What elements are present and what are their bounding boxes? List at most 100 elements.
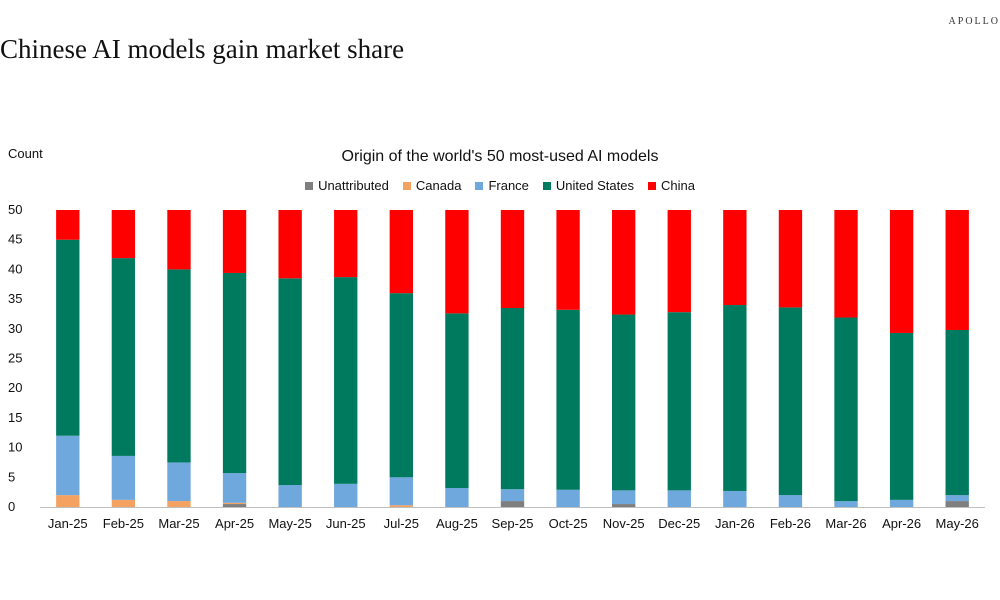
y-tick-label: 0 — [8, 499, 15, 514]
bar-segment-china — [945, 210, 969, 330]
x-tick-label: Jan-25 — [48, 516, 88, 531]
page-title: Chinese AI models gain market share — [0, 34, 405, 64]
bar-segment-china — [889, 210, 914, 333]
bar-segment-united-states — [723, 305, 747, 491]
legend-label-china: China — [660, 178, 695, 193]
legend-item-unattributed: Unattributed — [305, 178, 389, 193]
bar-segment-china — [667, 210, 691, 313]
x-tick-label: Aug-25 — [436, 516, 478, 531]
legend-swatch-canada — [402, 181, 411, 190]
bar-segment-france — [556, 489, 580, 507]
bar-segment-france — [334, 483, 358, 507]
bar-segment-china — [56, 210, 80, 240]
y-tick-label: 15 — [8, 410, 22, 425]
y-tick-label: 35 — [8, 291, 22, 306]
legend-swatch-unattributed — [305, 181, 314, 190]
bar-segment-france — [278, 485, 302, 507]
bar-segment-canada — [111, 499, 136, 507]
bar-segment-china — [778, 210, 803, 308]
chart-title: Origin of the world's 50 most-used AI mo… — [341, 148, 659, 165]
x-tick-label: Nov-25 — [603, 516, 645, 531]
bar-segment-china — [445, 210, 469, 314]
bar-segment-united-states — [889, 332, 914, 500]
y-tick-label: 25 — [8, 351, 22, 366]
bar-segment-china — [556, 210, 580, 310]
bar-segment-unattributed — [945, 501, 969, 507]
x-tick-label: May-26 — [936, 516, 979, 531]
bar-segment-united-states — [334, 277, 358, 484]
legend-label-united-states: United States — [555, 178, 634, 193]
x-tick-label: Mar-26 — [825, 516, 866, 531]
bar-segment-unattributed — [500, 501, 525, 507]
bar-segment-united-states — [945, 329, 969, 496]
bar-segment-united-states — [556, 309, 580, 490]
brand-logo-text: APOLLO — [948, 16, 1000, 27]
bar-segment-france — [389, 477, 413, 506]
bar-segment-china — [111, 210, 136, 259]
bar-segment-united-states — [778, 307, 803, 496]
x-tick-label: Apr-26 — [882, 516, 921, 531]
bar-segment-unattributed — [222, 504, 247, 507]
bar-segment-united-states — [667, 312, 691, 491]
legend-item-canada: Canada — [402, 178, 462, 193]
bar-segment-canada — [167, 501, 191, 507]
bar-segment-china — [278, 210, 302, 279]
bar-segment-france — [945, 495, 969, 502]
bar-segment-china — [389, 210, 413, 294]
y-tick-label: 50 — [8, 202, 22, 217]
legend-swatch-china — [647, 181, 656, 190]
x-tick-label: Mar-25 — [158, 516, 199, 531]
legend-item-united-states: United States — [542, 178, 634, 193]
bar-segment-canada — [389, 505, 413, 507]
bar-segment-canada — [222, 502, 247, 505]
x-tick-label: Feb-25 — [103, 516, 144, 531]
bar-segment-china — [334, 210, 358, 278]
bar-segment-united-states — [612, 314, 636, 491]
bar-segment-france — [723, 490, 747, 507]
bar-segment-france — [500, 489, 525, 502]
bar-segment-china — [167, 210, 191, 270]
x-tick-label: Jan-26 — [715, 516, 755, 531]
chart-legend: Unattributed Canada France United States… — [0, 178, 1000, 193]
legend-label-france: France — [488, 178, 529, 193]
bar-segment-united-states — [834, 317, 858, 502]
x-tick-label: Jul-25 — [384, 516, 419, 531]
bar-segment-france — [778, 495, 803, 507]
bar-segment-france — [889, 499, 914, 507]
bar-segment-france — [56, 435, 80, 496]
bar-segment-united-states — [56, 239, 80, 436]
bar-segment-china — [834, 210, 858, 318]
bar-segment-france — [111, 455, 136, 500]
bar-segment-united-states — [111, 258, 136, 456]
x-tick-label: Feb-26 — [770, 516, 811, 531]
y-axis-label: Count — [8, 146, 43, 161]
y-tick-label: 40 — [8, 261, 22, 276]
bar-segment-china — [723, 210, 747, 306]
x-tick-label: Sep-25 — [492, 516, 534, 531]
bar-segment-united-states — [222, 272, 247, 474]
x-tick-label: Dec-25 — [658, 516, 700, 531]
bar-segment-france — [167, 462, 191, 502]
x-tick-label: Oct-25 — [549, 516, 588, 531]
bar-segment-united-states — [278, 278, 302, 486]
bar-segment-unattributed — [612, 504, 636, 507]
bar-segment-china — [500, 210, 525, 309]
bar-segment-china — [222, 210, 247, 273]
bar-segment-united-states — [500, 308, 525, 490]
legend-item-china: China — [647, 178, 695, 193]
bar-segment-united-states — [445, 313, 469, 488]
bar-segment-france — [612, 490, 636, 505]
bar-segment-france — [834, 501, 858, 507]
bar-segment-united-states — [389, 293, 413, 478]
y-tick-label: 5 — [8, 469, 15, 484]
legend-label-canada: Canada — [415, 178, 462, 193]
legend-swatch-france — [475, 181, 484, 190]
y-tick-label: 45 — [8, 232, 22, 247]
x-tick-label: May-25 — [268, 516, 311, 531]
legend-item-france: France — [475, 178, 529, 193]
y-tick-label: 10 — [8, 440, 22, 455]
bar-segment-france — [445, 487, 469, 507]
x-tick-label: Jun-25 — [326, 516, 366, 531]
y-tick-label: 30 — [8, 321, 22, 336]
